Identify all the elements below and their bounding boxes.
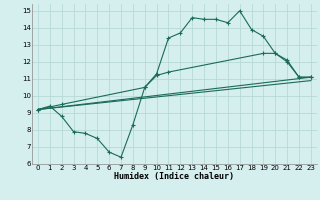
X-axis label: Humidex (Indice chaleur): Humidex (Indice chaleur) (115, 172, 234, 181)
